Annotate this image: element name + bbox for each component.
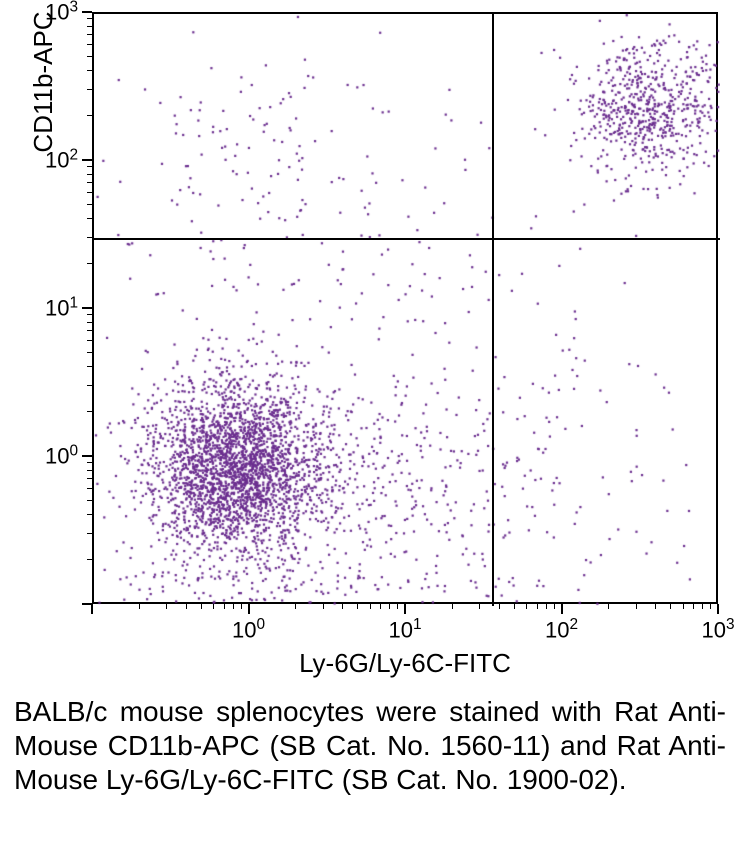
axis-tick <box>87 192 92 193</box>
axis-tick <box>87 385 92 386</box>
axis-tick <box>91 604 93 614</box>
axis-tick <box>87 44 92 45</box>
axis-tick <box>87 478 92 479</box>
axis-tick <box>87 462 92 463</box>
axis-tick <box>87 115 92 116</box>
axis-tick <box>82 455 92 457</box>
axis-tick <box>87 533 92 534</box>
axis-tick <box>710 604 711 609</box>
axis-tick-label: 101 <box>388 616 421 643</box>
axis-tick <box>546 604 547 609</box>
axis-tick <box>139 604 140 609</box>
axis-tick <box>636 604 637 609</box>
axis-tick <box>537 604 538 609</box>
axis-tick <box>213 604 214 609</box>
quadrant-hline <box>94 238 720 240</box>
axis-tick <box>357 604 358 609</box>
axis-tick <box>702 604 703 609</box>
axis-tick <box>87 166 92 167</box>
axis-tick <box>323 604 324 609</box>
axis-tick <box>201 604 202 609</box>
axis-tick <box>87 500 92 501</box>
axis-tick <box>166 604 167 609</box>
y-axis-label: CD11b-APC <box>28 0 59 378</box>
axis-tick <box>87 263 92 264</box>
axis-tick <box>717 604 719 614</box>
quadrant-vline <box>492 14 494 606</box>
axis-tick <box>87 174 92 175</box>
axis-tick <box>87 559 92 560</box>
axis-tick <box>608 604 609 609</box>
figure-container: 100101102103100101102103 CD11b-APC Ly-6G… <box>0 0 740 858</box>
axis-tick <box>82 11 92 13</box>
axis-tick <box>87 488 92 489</box>
axis-tick <box>248 604 250 614</box>
axis-tick <box>670 604 671 609</box>
axis-tick <box>514 604 515 609</box>
axis-tick <box>224 604 225 609</box>
axis-tick <box>397 604 398 609</box>
axis-tick <box>87 411 92 412</box>
axis-tick <box>87 70 92 71</box>
axis-tick <box>380 604 381 609</box>
axis-tick <box>295 604 296 609</box>
axis-tick-label: 103 <box>701 616 734 643</box>
axis-tick <box>452 604 453 609</box>
axis-tick <box>82 603 92 605</box>
axis-tick <box>526 604 527 609</box>
scatter-canvas <box>94 14 720 606</box>
axis-tick <box>693 604 694 609</box>
axis-tick <box>87 366 92 367</box>
axis-tick <box>87 322 92 323</box>
axis-tick <box>499 604 500 609</box>
axis-tick <box>389 604 390 609</box>
axis-tick-label: 100 <box>232 616 265 643</box>
axis-tick <box>82 159 92 161</box>
axis-tick <box>87 314 92 315</box>
caption-text: BALB/c mouse splenocytes were stained wi… <box>14 695 726 797</box>
axis-tick <box>87 89 92 90</box>
axis-tick <box>87 514 92 515</box>
axis-tick-label: 100 <box>18 442 78 469</box>
axis-tick <box>87 218 92 219</box>
axis-tick <box>87 470 92 471</box>
axis-tick <box>82 307 92 309</box>
x-axis-label: Ly-6G/Ly-6C-FITC <box>92 648 718 679</box>
axis-tick <box>561 604 563 614</box>
axis-tick <box>404 604 406 614</box>
axis-tick <box>342 604 343 609</box>
axis-tick <box>87 330 92 331</box>
axis-tick <box>87 26 92 27</box>
axis-tick <box>87 352 92 353</box>
axis-tick <box>87 340 92 341</box>
axis-tick <box>241 604 242 609</box>
axis-tick <box>87 34 92 35</box>
axis-tick <box>479 604 480 609</box>
axis-tick <box>655 604 656 609</box>
axis-tick <box>554 604 555 609</box>
axis-tick-label: 102 <box>545 616 578 643</box>
axis-tick <box>87 204 92 205</box>
axis-tick <box>87 18 92 19</box>
axis-tick <box>233 604 234 609</box>
axis-tick <box>370 604 371 609</box>
axis-tick <box>87 56 92 57</box>
axis-tick <box>186 604 187 609</box>
axis-tick <box>87 182 92 183</box>
plot-area <box>92 12 718 604</box>
axis-tick <box>683 604 684 609</box>
axis-tick <box>87 237 92 238</box>
